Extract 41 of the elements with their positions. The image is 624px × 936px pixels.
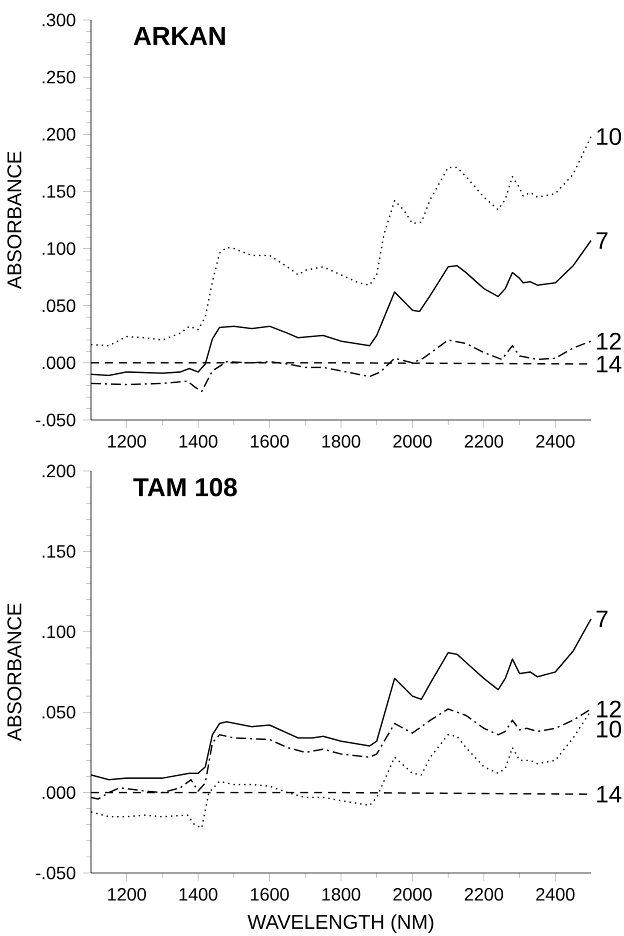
x-tick-label: 2000 (393, 434, 432, 448)
y-tick-label: .300 (42, 14, 76, 26)
y-tick-label: .200 (42, 464, 76, 478)
y-tick-label: -.050 (36, 866, 76, 880)
x-tick-label: 1200 (108, 434, 146, 448)
y-tick-label: .100 (42, 242, 76, 255)
y-tick-label: .150 (42, 185, 76, 198)
x-tick-label: 1600 (251, 434, 289, 448)
series-label: 10 (597, 720, 622, 738)
y-tick-label: .000 (42, 786, 76, 799)
x-axis-title: WAVELENGTH (NM) (248, 914, 434, 933)
x-tick-label: 2200 (464, 434, 504, 448)
series-label: 12 (597, 332, 621, 350)
y-tick-label: .050 (42, 706, 76, 719)
y-axis-title: ABSORBANCE (7, 604, 22, 742)
y-tick-label: .250 (42, 70, 76, 84)
x-tick-label: 2200 (464, 888, 504, 901)
y-tick-label: .050 (42, 299, 76, 312)
series-label: 10 (597, 128, 622, 146)
x-tick-label: 1800 (322, 888, 360, 901)
x-tick-label: 2000 (393, 888, 432, 901)
y-tick-label: .200 (42, 128, 76, 141)
chart-title: ARKAN (134, 27, 225, 45)
x-tick-label: 1600 (251, 888, 289, 901)
chart-title: TAM 108 (133, 478, 237, 496)
series-label: 12 (597, 700, 621, 718)
y-tick-label: .100 (42, 625, 76, 638)
series-label: 7 (596, 232, 608, 249)
x-tick-label: 1400 (180, 434, 218, 448)
series-label: 7 (596, 610, 608, 628)
x-tick-label: 1200 (108, 888, 146, 901)
x-tick-label: 1400 (180, 888, 218, 901)
series-label: 14 (597, 356, 622, 372)
x-tick-label: 2400 (536, 434, 575, 448)
x-tick-label: 1800 (322, 434, 360, 448)
y-tick-label: .150 (42, 545, 76, 558)
series-label: 14 (597, 786, 622, 802)
x-tick-label: 2400 (536, 888, 575, 901)
y-tick-label: .000 (42, 356, 76, 370)
y-axis-title: ABSORBANCE (7, 152, 22, 290)
y-tick-label: -.050 (36, 414, 76, 426)
